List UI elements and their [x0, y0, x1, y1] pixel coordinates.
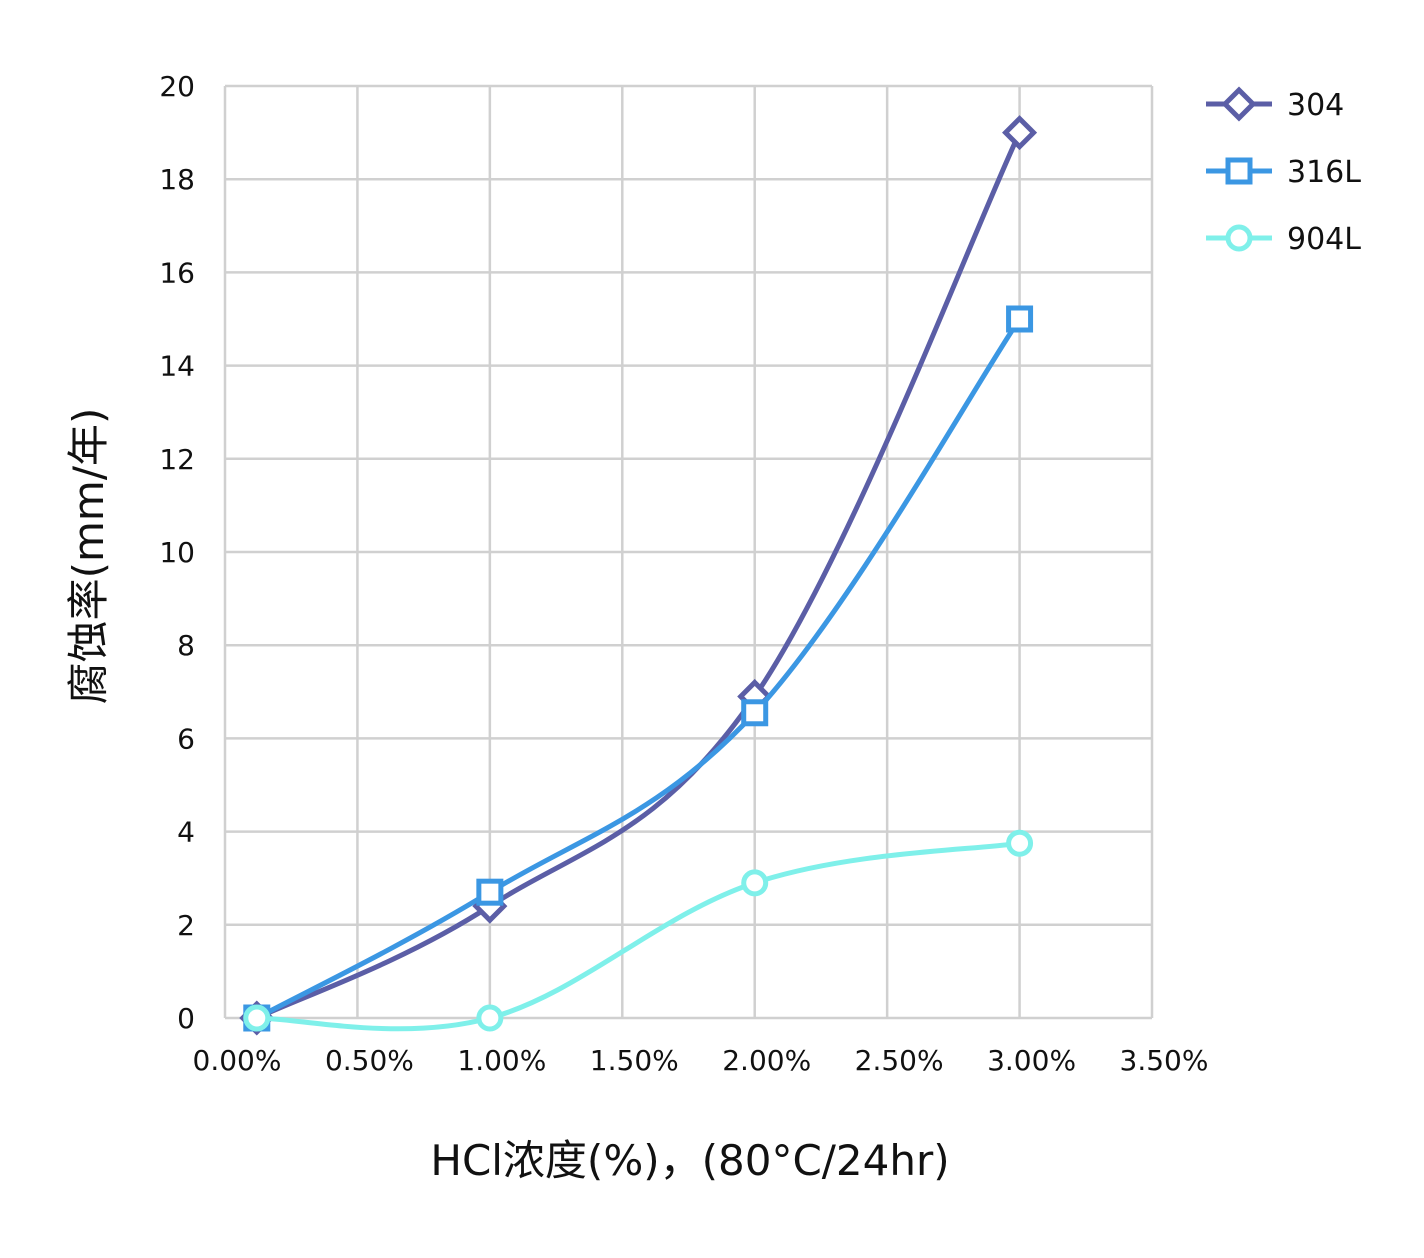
legend-label: 304	[1287, 88, 1344, 123]
circle-marker-icon	[1225, 224, 1253, 252]
diamond-marker-icon	[1221, 86, 1257, 122]
y-tick-label: 18	[159, 163, 195, 196]
x-axis-ticks: 0.00% 0.50% 1.00% 1.50% 2.00% 2.50% 3.00% 3.50%	[193, 1044, 1209, 1077]
y-tick-label: 4	[177, 816, 195, 849]
x-tick-label: 0.50%	[325, 1044, 414, 1077]
series-lines	[239, 115, 1038, 1036]
legend-item-904L: 904L	[1206, 222, 1361, 257]
x-tick-label: 2.50%	[855, 1044, 944, 1077]
y-tick-label: 8	[177, 629, 195, 662]
y-tick-label: 16	[159, 256, 195, 289]
legend: 304 316L 904L	[1206, 86, 1361, 257]
x-axis-title: HCl浓度(%)，(80°C/24hr)	[430, 1136, 949, 1185]
x-tick-label: 3.50%	[1120, 1044, 1209, 1077]
series-904L	[243, 829, 1034, 1032]
y-tick-label: 12	[159, 443, 195, 476]
y-tick-label: 20	[159, 70, 195, 103]
circle-marker-icon	[1006, 829, 1034, 857]
legend-label: 904L	[1287, 222, 1361, 257]
circle-marker-icon	[476, 1004, 504, 1032]
y-tick-label: 14	[159, 350, 195, 383]
x-tick-label: 1.50%	[590, 1044, 679, 1077]
legend-item-316L: 316L	[1206, 155, 1361, 190]
diamond-marker-icon	[1002, 115, 1038, 151]
grid-lines	[223, 84, 1154, 1020]
square-marker-icon	[741, 699, 769, 727]
y-axis-ticks: 0 2 4 6 8 10 12 14 16 18 20	[159, 70, 195, 1035]
y-axis-title: 腐蚀率(mm/年)	[64, 408, 113, 705]
square-marker-icon	[1225, 157, 1253, 185]
square-marker-icon	[476, 878, 504, 906]
x-tick-label: 0.00%	[193, 1044, 282, 1077]
y-tick-label: 2	[177, 909, 195, 942]
x-tick-label: 1.00%	[457, 1044, 546, 1077]
square-marker-icon	[1006, 305, 1034, 333]
x-tick-label: 2.00%	[722, 1044, 811, 1077]
series-316L	[243, 305, 1034, 1032]
y-tick-label: 10	[159, 536, 195, 569]
x-tick-label: 3.00%	[987, 1044, 1076, 1077]
y-tick-label: 6	[177, 722, 195, 755]
legend-item-304: 304	[1206, 86, 1344, 123]
series-304	[239, 115, 1038, 1036]
legend-label: 316L	[1287, 155, 1361, 190]
circle-marker-icon	[243, 1004, 271, 1032]
y-tick-label: 0	[177, 1002, 195, 1035]
circle-marker-icon	[741, 869, 769, 897]
